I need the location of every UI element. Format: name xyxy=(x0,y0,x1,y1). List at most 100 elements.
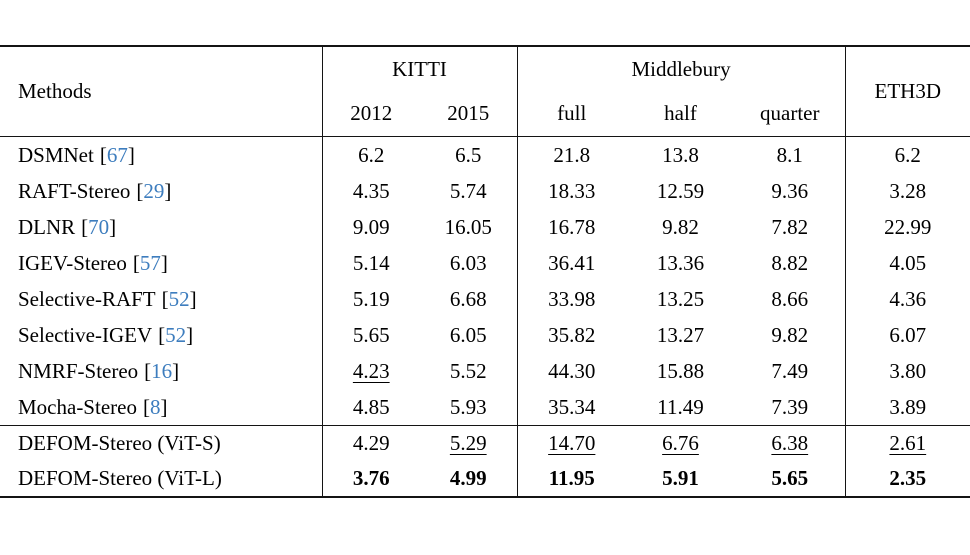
metric-cell: 8.82 xyxy=(735,245,845,281)
metric-cell: 35.82 xyxy=(516,317,626,353)
metric-value: 35.34 xyxy=(548,394,596,419)
metric-cell: 3.76 xyxy=(321,461,420,497)
citation-link[interactable]: 16 xyxy=(151,358,173,383)
citation-link[interactable]: 52 xyxy=(165,322,187,347)
metric-value: 8.82 xyxy=(771,250,809,275)
column-header-kitti-2012: 2012 xyxy=(321,91,420,137)
metric-cell: 35.34 xyxy=(516,389,626,426)
metric-cell: 5.91 xyxy=(626,461,735,497)
metric-cell: 6.07 xyxy=(844,317,970,353)
metric-value: 6.07 xyxy=(889,322,927,347)
metric-cell: 13.8 xyxy=(626,137,735,174)
metric-value: 12.59 xyxy=(656,178,705,203)
citation-bracket-close: ] xyxy=(109,214,117,239)
metric-value: 6.5 xyxy=(455,142,482,167)
metric-value: 7.82 xyxy=(771,214,809,239)
method-name: Selective-IGEV xyxy=(18,322,153,347)
method-name: DSMNet xyxy=(18,142,94,167)
method-name: Mocha-Stereo xyxy=(18,394,137,419)
column-header-middlebury-half: half xyxy=(664,101,697,125)
method-name: DEFOM-Stereo (ViT-S) xyxy=(18,431,221,455)
metric-value: 4.05 xyxy=(889,250,927,275)
table-row: Mocha-Stereo [8] 4.85 5.93 35.34 11.49 7.39 3.8… xyxy=(0,389,970,426)
metric-value: 13.25 xyxy=(656,286,705,311)
metric-cell: 6.76 xyxy=(626,426,735,462)
metric-value: 4.99 xyxy=(449,466,487,490)
metric-cell: 6.38 xyxy=(735,426,845,462)
table-row: DLNR [70] 9.09 16.05 16.78 9.82 7.82 22.99 xyxy=(0,209,970,245)
table-row: DSMNet [67] 6.2 6.5 21.8 13.8 8.1 6.2 xyxy=(0,136,970,174)
method-cell: DEFOM-Stereo (ViT-L) xyxy=(0,461,322,497)
citation-bracket-close: ] xyxy=(186,322,194,347)
metric-value: 4.29 xyxy=(352,431,390,455)
metric-value: 9.82 xyxy=(771,322,809,347)
metric-cell: 2.35 xyxy=(844,461,970,497)
metric-cell: 16.05 xyxy=(420,209,517,245)
method-cell: NMRF-Stereo [16] xyxy=(0,353,322,389)
table-row: DEFOM-Stereo (ViT-L) 3.76 4.99 11.95 5.91 5.6… xyxy=(0,461,970,497)
method-name: DEFOM-Stereo (ViT-L) xyxy=(18,466,222,490)
metric-cell: 4.35 xyxy=(321,173,420,209)
metric-value: 6.2 xyxy=(358,142,385,167)
metric-value: 6.03 xyxy=(449,250,487,275)
citation-link[interactable]: 67 xyxy=(106,142,128,167)
table-row: DEFOM-Stereo (ViT-S) 4.29 5.29 14.70 6.76 6.3… xyxy=(0,425,970,462)
metric-value: 2.35 xyxy=(889,466,927,490)
method-name: Selective-RAFT xyxy=(18,286,156,311)
metric-cell: 21.8 xyxy=(516,136,626,173)
method-cell: Selective-RAFT [52] xyxy=(0,281,322,317)
metric-value: 5.19 xyxy=(352,286,390,311)
metric-value: 4.23 xyxy=(352,358,390,383)
metric-cell: 12.59 xyxy=(626,173,735,209)
metric-value: 5.65 xyxy=(352,322,390,347)
method-name: DLNR xyxy=(18,214,76,239)
metric-value: 9.82 xyxy=(662,214,699,239)
method-cell: Selective-IGEV [52] xyxy=(0,317,322,353)
metric-value: 36.41 xyxy=(548,250,596,275)
column-group-middlebury: Middlebury xyxy=(516,46,846,91)
metric-value: 6.68 xyxy=(449,286,487,311)
metric-cell: 2.61 xyxy=(844,425,970,461)
citation-bracket-open: [ xyxy=(81,214,89,239)
metric-value: 14.70 xyxy=(548,431,596,455)
metric-value: 16.78 xyxy=(548,214,596,239)
citation-link[interactable]: 52 xyxy=(168,286,190,311)
metric-cell: 13.27 xyxy=(626,317,735,353)
metric-cell: 11.95 xyxy=(516,461,626,497)
column-header-methods: Methods xyxy=(18,79,92,103)
metric-value: 5.74 xyxy=(449,178,487,203)
metric-value: 3.28 xyxy=(889,178,927,203)
citation-bracket-open: [ xyxy=(142,394,150,419)
metric-cell: 5.14 xyxy=(321,245,420,281)
metric-value: 2.61 xyxy=(889,431,927,455)
metric-cell: 5.29 xyxy=(420,426,517,462)
method-name: RAFT-Stereo xyxy=(18,178,131,203)
metric-value: 21.8 xyxy=(553,142,591,167)
citation-link[interactable]: 29 xyxy=(143,178,165,203)
metric-value: 13.36 xyxy=(656,250,705,275)
metric-value: 8.66 xyxy=(771,286,809,311)
metric-cell: 5.52 xyxy=(420,353,517,389)
citation-link[interactable]: 70 xyxy=(88,214,110,239)
metric-value: 16.05 xyxy=(444,214,492,239)
metric-cell: 14.70 xyxy=(516,425,626,461)
metric-cell: 7.49 xyxy=(735,353,845,389)
metric-cell: 9.82 xyxy=(735,317,845,353)
metric-cell: 8.1 xyxy=(735,137,845,174)
metric-cell: 6.5 xyxy=(420,137,517,174)
citation-bracket-close: ] xyxy=(127,142,135,167)
citation-link[interactable]: 57 xyxy=(139,250,161,275)
metric-value: 15.88 xyxy=(656,358,705,383)
metric-value: 9.09 xyxy=(352,214,390,239)
table-body-baselines: DSMNet [67] 6.2 6.5 21.8 13.8 8.1 6.2 RAFT-Stere… xyxy=(0,136,970,426)
metric-cell: 6.05 xyxy=(420,317,517,353)
metric-cell: 6.2 xyxy=(844,136,970,173)
metric-value: 33.98 xyxy=(548,286,596,311)
metric-value: 5.65 xyxy=(771,466,809,490)
method-name: NMRF-Stereo xyxy=(18,358,139,383)
metric-value: 4.35 xyxy=(352,178,390,203)
metric-cell: 5.65 xyxy=(321,317,420,353)
metric-value: 35.82 xyxy=(548,322,596,347)
citation-link[interactable]: 8 xyxy=(149,394,161,419)
